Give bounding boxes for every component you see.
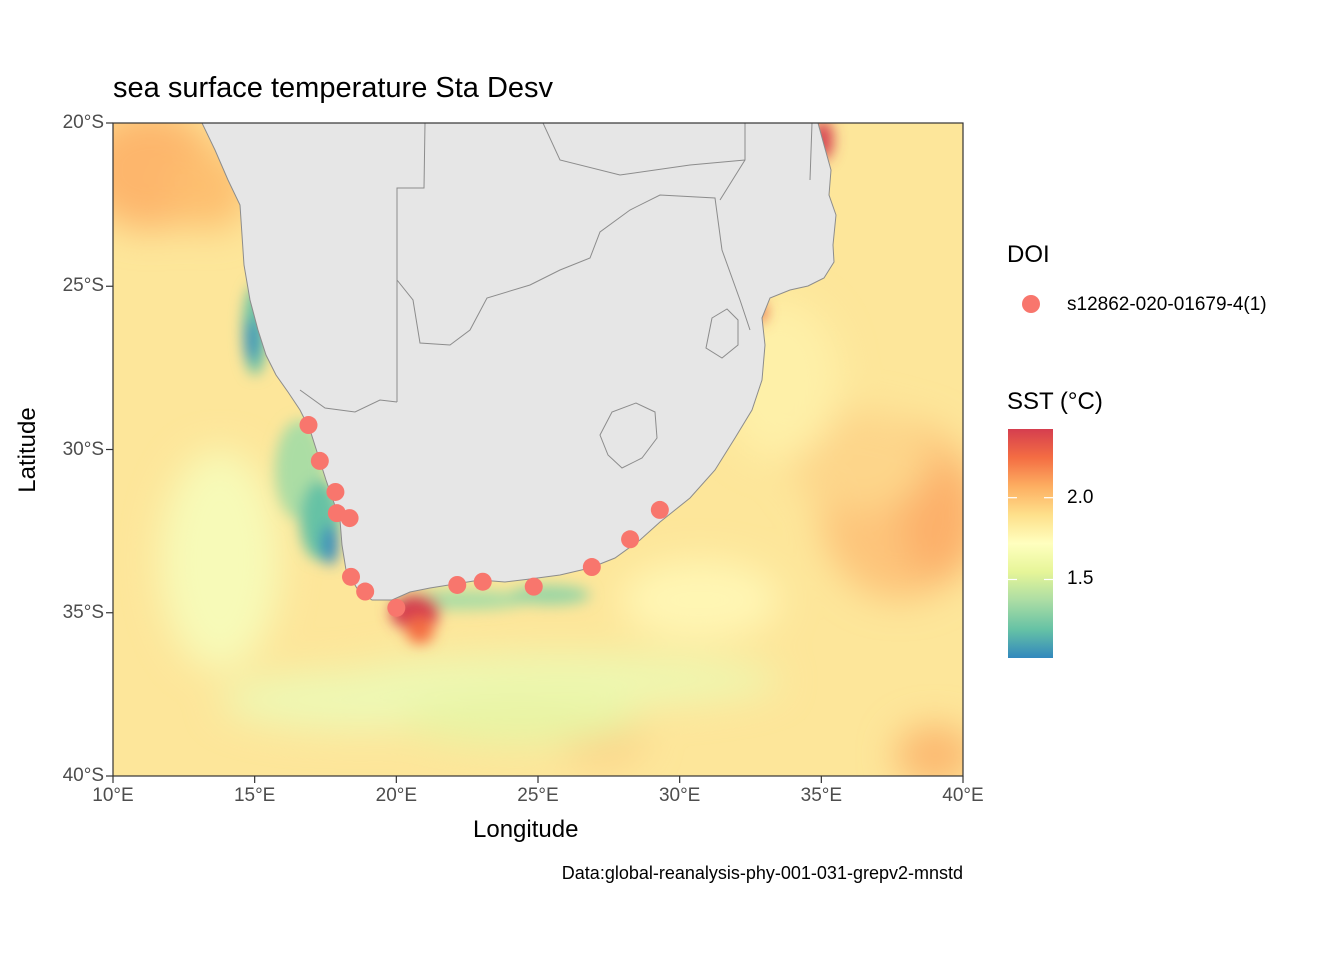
sample-point-12 [582, 558, 601, 577]
doi-legend-title: DOI [1007, 241, 1050, 268]
sample-point-5 [340, 509, 359, 528]
sample-point-14 [650, 500, 669, 519]
y-tick-label: 35°S [62, 601, 104, 623]
y-axis-label: Latitude [14, 407, 41, 493]
sample-point-3 [326, 482, 345, 501]
x-tick-label: 35°E [800, 785, 843, 806]
colorbar-tick-label: 1.5 [1067, 568, 1094, 590]
sample-points [299, 416, 669, 617]
sample-point-2 [310, 451, 329, 470]
x-tick-label: 20°E [375, 785, 418, 806]
x-tick-label: 15°E [233, 785, 276, 806]
y-tick-label: 25°S [62, 275, 104, 297]
country-borders [299, 123, 813, 413]
africa-land [201, 123, 837, 601]
x-tick-label: 25°E [517, 785, 559, 806]
sample-point-13 [621, 530, 640, 549]
x-tick-label: 10°E [92, 785, 134, 806]
lesotho-border [599, 402, 658, 469]
sample-point-1 [299, 416, 318, 435]
colorbar [1008, 429, 1053, 658]
colorbar-ticks [1008, 497, 1053, 581]
y-tick-label: 40°S [62, 765, 104, 786]
sst-field [113, 123, 963, 776]
colorbar-title: SST (°C) [1007, 388, 1103, 415]
sample-point-10 [473, 572, 492, 591]
doi-legend-key [1022, 295, 1040, 313]
sample-point-9 [448, 575, 467, 594]
x-tick-label: 40°E [942, 785, 984, 806]
sample-point-11 [524, 577, 543, 596]
sample-point-6 [342, 567, 360, 586]
x-axis-label: Longitude [473, 816, 579, 843]
y-tick-label: 20°S [62, 112, 104, 133]
x-tick-label: 30°E [658, 785, 701, 806]
chart-title: sea surface temperature Sta Desv [113, 72, 554, 104]
axis-tick-marks [106, 122, 964, 783]
colorbar-tick-label: 2.0 [1067, 486, 1094, 508]
doi-legend-label: s12862-020-01679-4(1) [1067, 294, 1267, 315]
data-caption: Data:global-reanalysis-phy-001-031-grepv… [561, 863, 963, 883]
sample-point-7 [356, 582, 375, 601]
y-tick-label: 30°S [62, 438, 104, 460]
eswatini-border [705, 308, 739, 359]
sample-point-8 [387, 598, 406, 617]
